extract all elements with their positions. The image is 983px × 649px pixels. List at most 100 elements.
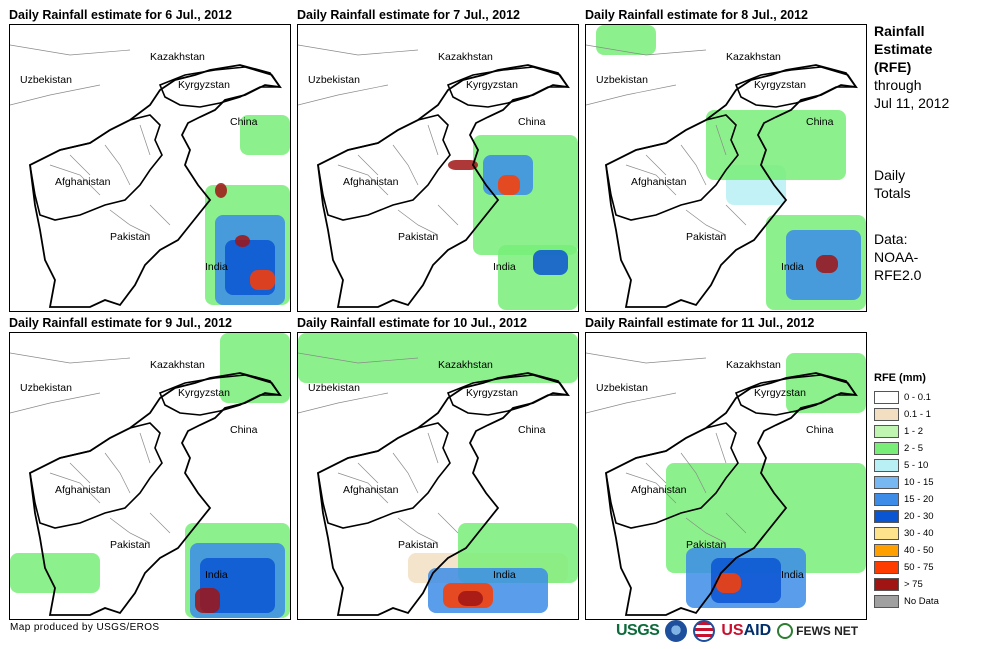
map-panel-jul7: Daily Rainfall estimate for 7 Jul., 2012… [297, 7, 579, 312]
legend-label: 20 - 30 [904, 511, 934, 522]
map-panel-jul6: Daily Rainfall estimate for 6 Jul., 2012… [9, 7, 291, 312]
fewsnet-logo: FEWS NET [777, 623, 858, 639]
nws-logo-icon [693, 620, 716, 642]
globe-icon [777, 623, 794, 639]
legend-label: 0.1 - 1 [904, 409, 931, 420]
rainfall-map: Kazakhstan Uzbekistan Kyrgyzstan China Afgha… [297, 24, 579, 312]
legend-swatch [874, 561, 899, 574]
rainfall-area [215, 183, 227, 198]
region-border [605, 64, 858, 308]
rainfall-area [716, 573, 741, 593]
country-label-pakistan: Pakistan [398, 539, 438, 551]
country-label-afghanistan: Afghanistan [55, 484, 111, 496]
country-label-uzbekistan: Uzbekistan [596, 74, 648, 86]
panel-title: Daily Rainfall estimate for 6 Jul., 2012 [9, 8, 233, 22]
legend-label: 1 - 2 [904, 426, 924, 437]
country-label-kazakhstan: Kazakhstan [150, 51, 205, 63]
country-label-afghanistan: Afghanistan [631, 484, 687, 496]
country-label-china: China [518, 116, 546, 128]
country-label-china: China [806, 116, 834, 128]
country-label-uzbekistan: Uzbekistan [308, 74, 360, 86]
noaa-logo-icon [665, 620, 688, 642]
legend-item: 0.1 - 1 [874, 406, 979, 423]
legend-label: > 75 [904, 579, 923, 590]
rainfall-area [250, 270, 275, 290]
legend-item: 20 - 30 [874, 508, 979, 525]
legend-label: 50 - 75 [904, 562, 934, 573]
rainfall-map: Kazakhstan Uzbekistan Kyrgyzstan China Afgha… [9, 332, 291, 620]
country-label-kyrgyzstan: Kyrgyzstan [754, 387, 806, 399]
country-label-afghanistan: Afghanistan [55, 176, 111, 188]
admin-boundaries [10, 44, 171, 236]
country-label-uzbekistan: Uzbekistan [308, 382, 360, 394]
panel-title: Daily Rainfall estimate for 11 Jul., 201… [585, 316, 815, 330]
country-label-kazakhstan: Kazakhstan [438, 51, 493, 63]
country-label-pakistan: Pakistan [110, 539, 150, 551]
legend-swatch [874, 408, 899, 421]
legend-label: 0 - 0.1 [904, 392, 931, 403]
rainfall-area [786, 353, 866, 413]
admin-boundaries [10, 352, 171, 544]
admin-boundaries [586, 352, 747, 544]
rainfall-area [498, 175, 520, 195]
country-label-pakistan: Pakistan [686, 231, 726, 243]
region-border [317, 64, 570, 308]
sidebar-data-line2: NOAA- [874, 249, 919, 265]
country-label-kazakhstan: Kazakhstan [150, 359, 205, 371]
legend-item: 5 - 10 [874, 457, 979, 474]
rainfall-map: Kazakhstan Uzbekistan Kyrgyzstan China Afgha… [585, 24, 867, 312]
legend-swatch [874, 510, 899, 523]
rainfall-area [596, 25, 656, 55]
legend-swatch [874, 459, 899, 472]
admin-boundaries [298, 352, 459, 544]
legend-title: RFE (mm) [874, 372, 926, 384]
legend-label: 10 - 15 [904, 477, 934, 488]
legend-swatch [874, 544, 899, 557]
panel-title: Daily Rainfall estimate for 7 Jul., 2012 [297, 8, 521, 22]
rainfall-area [240, 115, 290, 155]
legend-item: > 75 [874, 576, 979, 593]
legend-item: 0 - 0.1 [874, 389, 979, 406]
country-label-kyrgyzstan: Kyrgyzstan [466, 79, 518, 91]
legend-swatch [874, 442, 899, 455]
rainfall-map: Kazakhstan Uzbekistan Kyrgyzstan China Afgha… [585, 332, 867, 620]
country-label-kazakhstan: Kazakhstan [726, 359, 781, 371]
rainfall-area [458, 591, 483, 606]
sidebar-through-date: Jul 11, 2012 [874, 95, 950, 111]
country-label-china: China [230, 424, 258, 436]
country-label-kyrgyzstan: Kyrgyzstan [178, 387, 230, 399]
legend-swatch [874, 391, 899, 404]
legend-swatch [874, 527, 899, 540]
rainfall-area [298, 333, 578, 383]
legend-item: 2 - 5 [874, 440, 979, 457]
legend-item: 40 - 50 [874, 542, 979, 559]
country-label-china: China [518, 424, 546, 436]
legend-swatch [874, 595, 899, 608]
legend-item: No Data [874, 593, 979, 610]
country-label-india: India [493, 569, 516, 581]
rainfall-area [706, 110, 846, 180]
region-border [29, 372, 282, 616]
legend-label: 15 - 20 [904, 494, 934, 505]
region-border [605, 372, 858, 616]
map-panel-jul8: Daily Rainfall estimate for 8 Jul., 2012… [585, 7, 867, 312]
panel-title: Daily Rainfall estimate for 8 Jul., 2012 [585, 8, 809, 22]
sidebar-totals-line2: Totals [874, 185, 911, 201]
legend-label: No Data [904, 596, 939, 607]
country-label-india: India [781, 261, 804, 273]
country-label-kazakhstan: Kazakhstan [438, 359, 493, 371]
country-label-uzbekistan: Uzbekistan [596, 382, 648, 394]
sidebar-through-label: through [874, 77, 922, 93]
rainfall-area [195, 588, 220, 613]
legend-swatch [874, 578, 899, 591]
country-label-pakistan: Pakistan [110, 231, 150, 243]
rainfall-area [448, 160, 478, 170]
country-label-uzbekistan: Uzbekistan [20, 74, 72, 86]
usaid-logo: USAID [721, 622, 772, 639]
country-label-china: China [806, 424, 834, 436]
country-label-china: China [230, 116, 258, 128]
sidebar-title-line2: Estimate [874, 41, 933, 57]
panel-title: Daily Rainfall estimate for 10 Jul., 201… [297, 316, 527, 330]
panel-title: Daily Rainfall estimate for 9 Jul., 2012 [9, 316, 233, 330]
partner-logos: USGS USAID FEWS NET [616, 616, 858, 646]
